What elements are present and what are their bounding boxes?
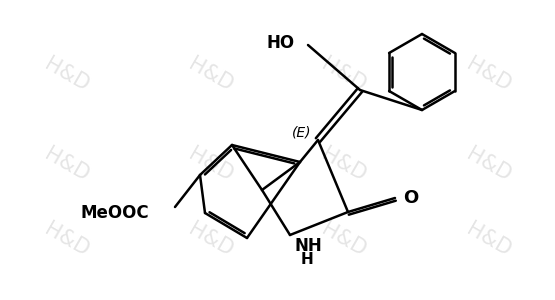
- Text: H&D: H&D: [319, 144, 370, 186]
- Text: H&D: H&D: [463, 54, 514, 96]
- Text: O: O: [403, 189, 418, 207]
- Text: H&D: H&D: [41, 219, 92, 261]
- Text: H&D: H&D: [463, 219, 514, 261]
- Text: H&D: H&D: [185, 144, 236, 186]
- Text: NH: NH: [294, 237, 322, 255]
- Text: H&D: H&D: [185, 54, 236, 96]
- Text: (E): (E): [292, 126, 312, 140]
- Text: H&D: H&D: [185, 219, 236, 261]
- Text: H&D: H&D: [463, 144, 514, 186]
- Text: H&D: H&D: [41, 144, 92, 186]
- Text: H: H: [301, 252, 314, 267]
- Text: H&D: H&D: [319, 54, 370, 96]
- Text: H&D: H&D: [41, 54, 92, 96]
- Text: MeOOC: MeOOC: [80, 204, 149, 222]
- Text: HO: HO: [267, 34, 295, 52]
- Text: H&D: H&D: [319, 219, 370, 261]
